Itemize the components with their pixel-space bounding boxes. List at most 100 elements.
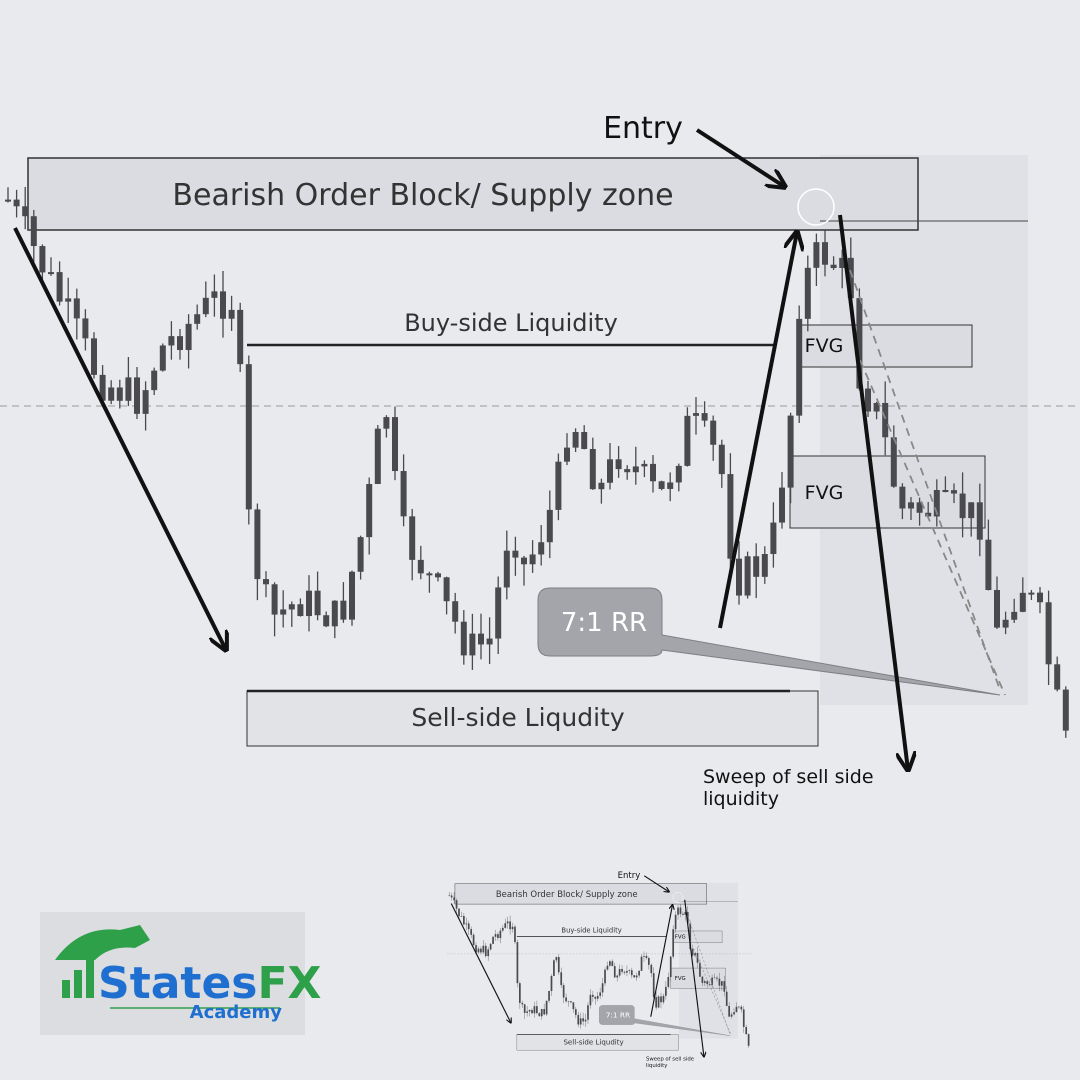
candle-body [607, 459, 613, 483]
logo-bull [55, 925, 150, 960]
sweep-label: Sweep of sell side [703, 766, 874, 788]
candle-body [5, 199, 11, 202]
candle-body [22, 206, 29, 217]
candle-body [770, 522, 777, 555]
candle-body [830, 264, 837, 269]
candle-body [463, 916, 465, 925]
sell-side-box [246, 690, 819, 747]
candle-body [623, 971, 626, 973]
candle-body [652, 973, 655, 998]
candle-body [543, 1008, 546, 1015]
arrow [684, 899, 704, 1057]
candle-body [540, 1008, 543, 1017]
candle-body [611, 961, 614, 967]
buy-side-label: Buy-side Liquidity [404, 309, 618, 337]
candle-body [621, 968, 623, 972]
candle-body [435, 573, 441, 578]
candle-body [280, 609, 287, 615]
candle-body [738, 1006, 740, 1008]
fvg-label: FVG [675, 976, 686, 982]
logo-bg [40, 912, 305, 1035]
candle-body [658, 481, 665, 489]
rr-bubble [537, 587, 1001, 696]
candle-body [745, 1026, 748, 1035]
candle-body [108, 387, 115, 401]
candle-body [478, 633, 484, 645]
candle-body [674, 914, 677, 930]
candle-body [594, 996, 597, 999]
candle-body [220, 291, 226, 319]
candle-body [574, 1009, 577, 1015]
shaded-zone [820, 155, 1028, 705]
candle-body [592, 994, 594, 997]
candle-body [662, 995, 665, 1003]
candle-body [839, 257, 846, 269]
candle-body [613, 966, 616, 978]
candle-body [925, 512, 932, 517]
candle-body [601, 983, 604, 993]
candle-body [159, 345, 166, 371]
candle-body [572, 432, 579, 448]
candle-body [657, 996, 660, 1008]
candle-body [467, 923, 470, 930]
fvg-label: FVG [675, 935, 686, 941]
candle-body [822, 242, 828, 265]
candle-body [562, 985, 565, 998]
candle-body [567, 1001, 570, 1002]
candle-body [581, 432, 588, 449]
candle-body [516, 942, 519, 984]
candle-body [645, 955, 648, 959]
candle-body [460, 621, 467, 656]
candle-body [306, 590, 312, 617]
candle-body [582, 1018, 584, 1022]
candle-body [237, 309, 244, 365]
candle-body [374, 428, 381, 485]
candle-body [865, 388, 871, 412]
chart-annotated: Entry Bearish Order Block/ Supply zone B… [447, 871, 753, 1069]
candle-body [211, 291, 218, 298]
candle-body [357, 537, 364, 572]
candle-body [400, 471, 407, 517]
arrow [695, 128, 785, 187]
sweep-label: liquidity [646, 1063, 668, 1069]
entry-circle [797, 188, 835, 226]
candles [448, 891, 750, 1048]
rr-label: 7:1 RR [561, 608, 647, 638]
candle-body [494, 934, 497, 937]
candle-body [736, 558, 742, 596]
candle-body [703, 981, 706, 983]
candle-body [727, 474, 734, 559]
candle-body [521, 1002, 524, 1005]
arrow [718, 232, 797, 629]
candle-body [553, 960, 555, 976]
candle-body [667, 976, 670, 987]
candle-body [628, 970, 631, 972]
projection [687, 915, 732, 1036]
candle-body [616, 975, 619, 978]
candle-body [701, 976, 704, 983]
candle-body [686, 911, 689, 924]
candles [5, 186, 1069, 738]
candle-body [482, 945, 485, 953]
candle-body [555, 957, 558, 961]
candle-body [624, 469, 631, 473]
sell-side-label: Sell-side Liqudity [563, 1037, 623, 1046]
candle-body [813, 242, 820, 268]
entry-label: Entry [603, 111, 683, 146]
candle-body [742, 1009, 745, 1027]
candle-body [202, 297, 209, 315]
logo-brand-a: States [98, 958, 257, 1009]
candle-body [761, 554, 768, 577]
candle-body [587, 1005, 589, 1020]
sweep-label: Sweep of sell side [646, 1057, 695, 1063]
candle-body [455, 900, 458, 909]
candle-body [99, 374, 106, 401]
candle-body [994, 590, 1000, 628]
candle-body [721, 981, 723, 986]
candle-body [512, 550, 519, 558]
candle-body [470, 929, 473, 935]
candle-body [744, 556, 751, 596]
candle-body [735, 1006, 738, 1013]
candle-body [1028, 592, 1035, 595]
candle-body [297, 604, 304, 617]
